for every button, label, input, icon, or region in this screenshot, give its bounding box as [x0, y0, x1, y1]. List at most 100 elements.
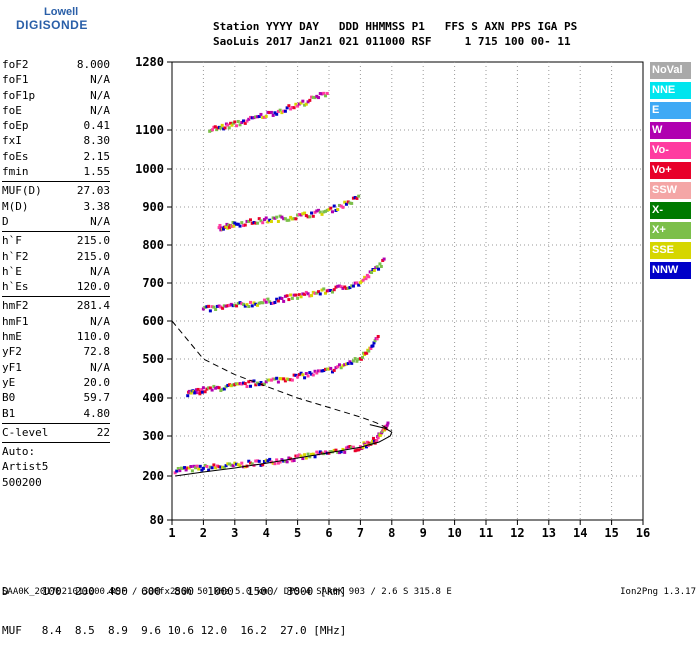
- param-value: N/A: [90, 360, 110, 374]
- echo-point: [294, 102, 298, 106]
- echo-point: [343, 363, 347, 367]
- x-tick-label: 2: [200, 526, 207, 540]
- echo-point: [245, 219, 249, 223]
- param-name: foF1: [2, 73, 29, 87]
- param-value: 20.0: [83, 375, 111, 389]
- echo-point: [273, 111, 277, 115]
- echo-point: [232, 224, 236, 228]
- legend-item: SSW: [650, 182, 691, 199]
- echo-point: [318, 369, 322, 373]
- echo-point: [175, 469, 179, 473]
- echo-point: [240, 302, 244, 306]
- echo-point: [348, 286, 352, 290]
- y-tick-label: 1100: [135, 123, 164, 137]
- echo-point: [262, 115, 266, 119]
- echo-point: [208, 386, 212, 390]
- echo-point: [370, 441, 374, 445]
- echo-point: [318, 210, 322, 214]
- echo-point: [261, 115, 265, 119]
- echo-point: [230, 224, 234, 228]
- echo-point: [249, 218, 252, 222]
- echo-point: [357, 448, 361, 452]
- param-name: foF2: [2, 58, 29, 71]
- param-name: foEs: [2, 149, 29, 163]
- echo-point: [313, 96, 317, 100]
- echo-point: [238, 301, 242, 305]
- param-row: h`E N/A: [2, 265, 110, 280]
- echo-point: [221, 306, 225, 310]
- echo-point: [378, 262, 382, 266]
- echo-point: [252, 379, 256, 383]
- echo-point: [186, 466, 190, 470]
- echo-point: [235, 222, 239, 226]
- echo-point: [294, 454, 298, 458]
- echo-point: [324, 367, 328, 371]
- parameter-panel: foF2 8.000 foF1 N/A foF1p N/A foE N/A foEp 0.41 fx…: [2, 58, 110, 491]
- echo-point: [285, 377, 289, 381]
- echo-point: [341, 364, 345, 368]
- echo-point: [292, 373, 296, 377]
- echo-point: [318, 92, 322, 96]
- ionogram-chart: 1 2 3 4 5 6 7 8 9 10 11 12 13 14 15 1680200300400500600…: [135, 55, 650, 540]
- echo-point: [310, 452, 314, 456]
- param-name: B0: [2, 391, 16, 405]
- echo-point: [371, 439, 375, 443]
- param-row: foEs 2.15: [2, 150, 110, 165]
- echo-point: [280, 296, 284, 300]
- echo-point: [299, 371, 303, 375]
- echo-point: [255, 221, 259, 225]
- echo-point: [290, 459, 294, 463]
- echo-point: [178, 469, 182, 473]
- echo-point: [313, 369, 317, 373]
- echo-point: [294, 293, 298, 297]
- echo-point: [346, 445, 350, 449]
- echo-point: [358, 281, 362, 285]
- echo-point: [278, 108, 282, 112]
- echo-point: [190, 469, 194, 473]
- echo-point: [296, 375, 300, 379]
- param-name: M(D): [2, 199, 29, 213]
- echo-point: [337, 363, 341, 367]
- echo-point: [243, 382, 247, 386]
- echo-point: [329, 450, 333, 454]
- param-row: h`Es 120.0: [2, 280, 110, 295]
- echo-point: [311, 95, 315, 99]
- echo-point: [179, 466, 183, 470]
- echo-point: [376, 334, 380, 338]
- param-name: foF1p: [2, 88, 36, 102]
- echo-point: [247, 459, 251, 463]
- x-tick-label: 10: [447, 526, 461, 540]
- param-row: Artist5: [2, 460, 110, 475]
- echo-point: [262, 298, 266, 302]
- x-tick-label: 4: [263, 526, 270, 540]
- echo-point: [383, 424, 387, 428]
- param-row: C-level 22: [2, 426, 110, 441]
- echo-point: [373, 339, 377, 343]
- echo-point: [201, 466, 205, 470]
- param-row: h`F 215.0: [2, 234, 110, 249]
- param-row: hmF1 N/A: [2, 315, 110, 330]
- param-value: 120.0: [76, 280, 110, 294]
- echo-point: [322, 287, 326, 291]
- param-name: yE: [2, 375, 16, 389]
- y-tick-label: 80: [150, 513, 164, 527]
- echo-point: [290, 296, 294, 300]
- echo-point: [376, 436, 380, 440]
- echo-point: [215, 304, 219, 308]
- echo-point: [262, 218, 266, 222]
- x-tick-label: 7: [357, 526, 364, 540]
- echo-point: [350, 445, 354, 449]
- echo-point: [278, 296, 282, 300]
- echo-point: [226, 462, 230, 466]
- echo-point: [240, 382, 244, 386]
- param-row: yE 20.0: [2, 376, 110, 391]
- y-tick-label: 800: [142, 238, 164, 252]
- echo-point: [348, 360, 352, 364]
- param-row: yF2 72.8: [2, 345, 110, 360]
- param-row: fmin 1.55: [2, 165, 110, 180]
- echo-point: [372, 341, 376, 345]
- echo-point: [226, 383, 230, 387]
- echo-point: [346, 362, 350, 366]
- echo-point: [208, 309, 212, 313]
- echo-point: [257, 383, 261, 387]
